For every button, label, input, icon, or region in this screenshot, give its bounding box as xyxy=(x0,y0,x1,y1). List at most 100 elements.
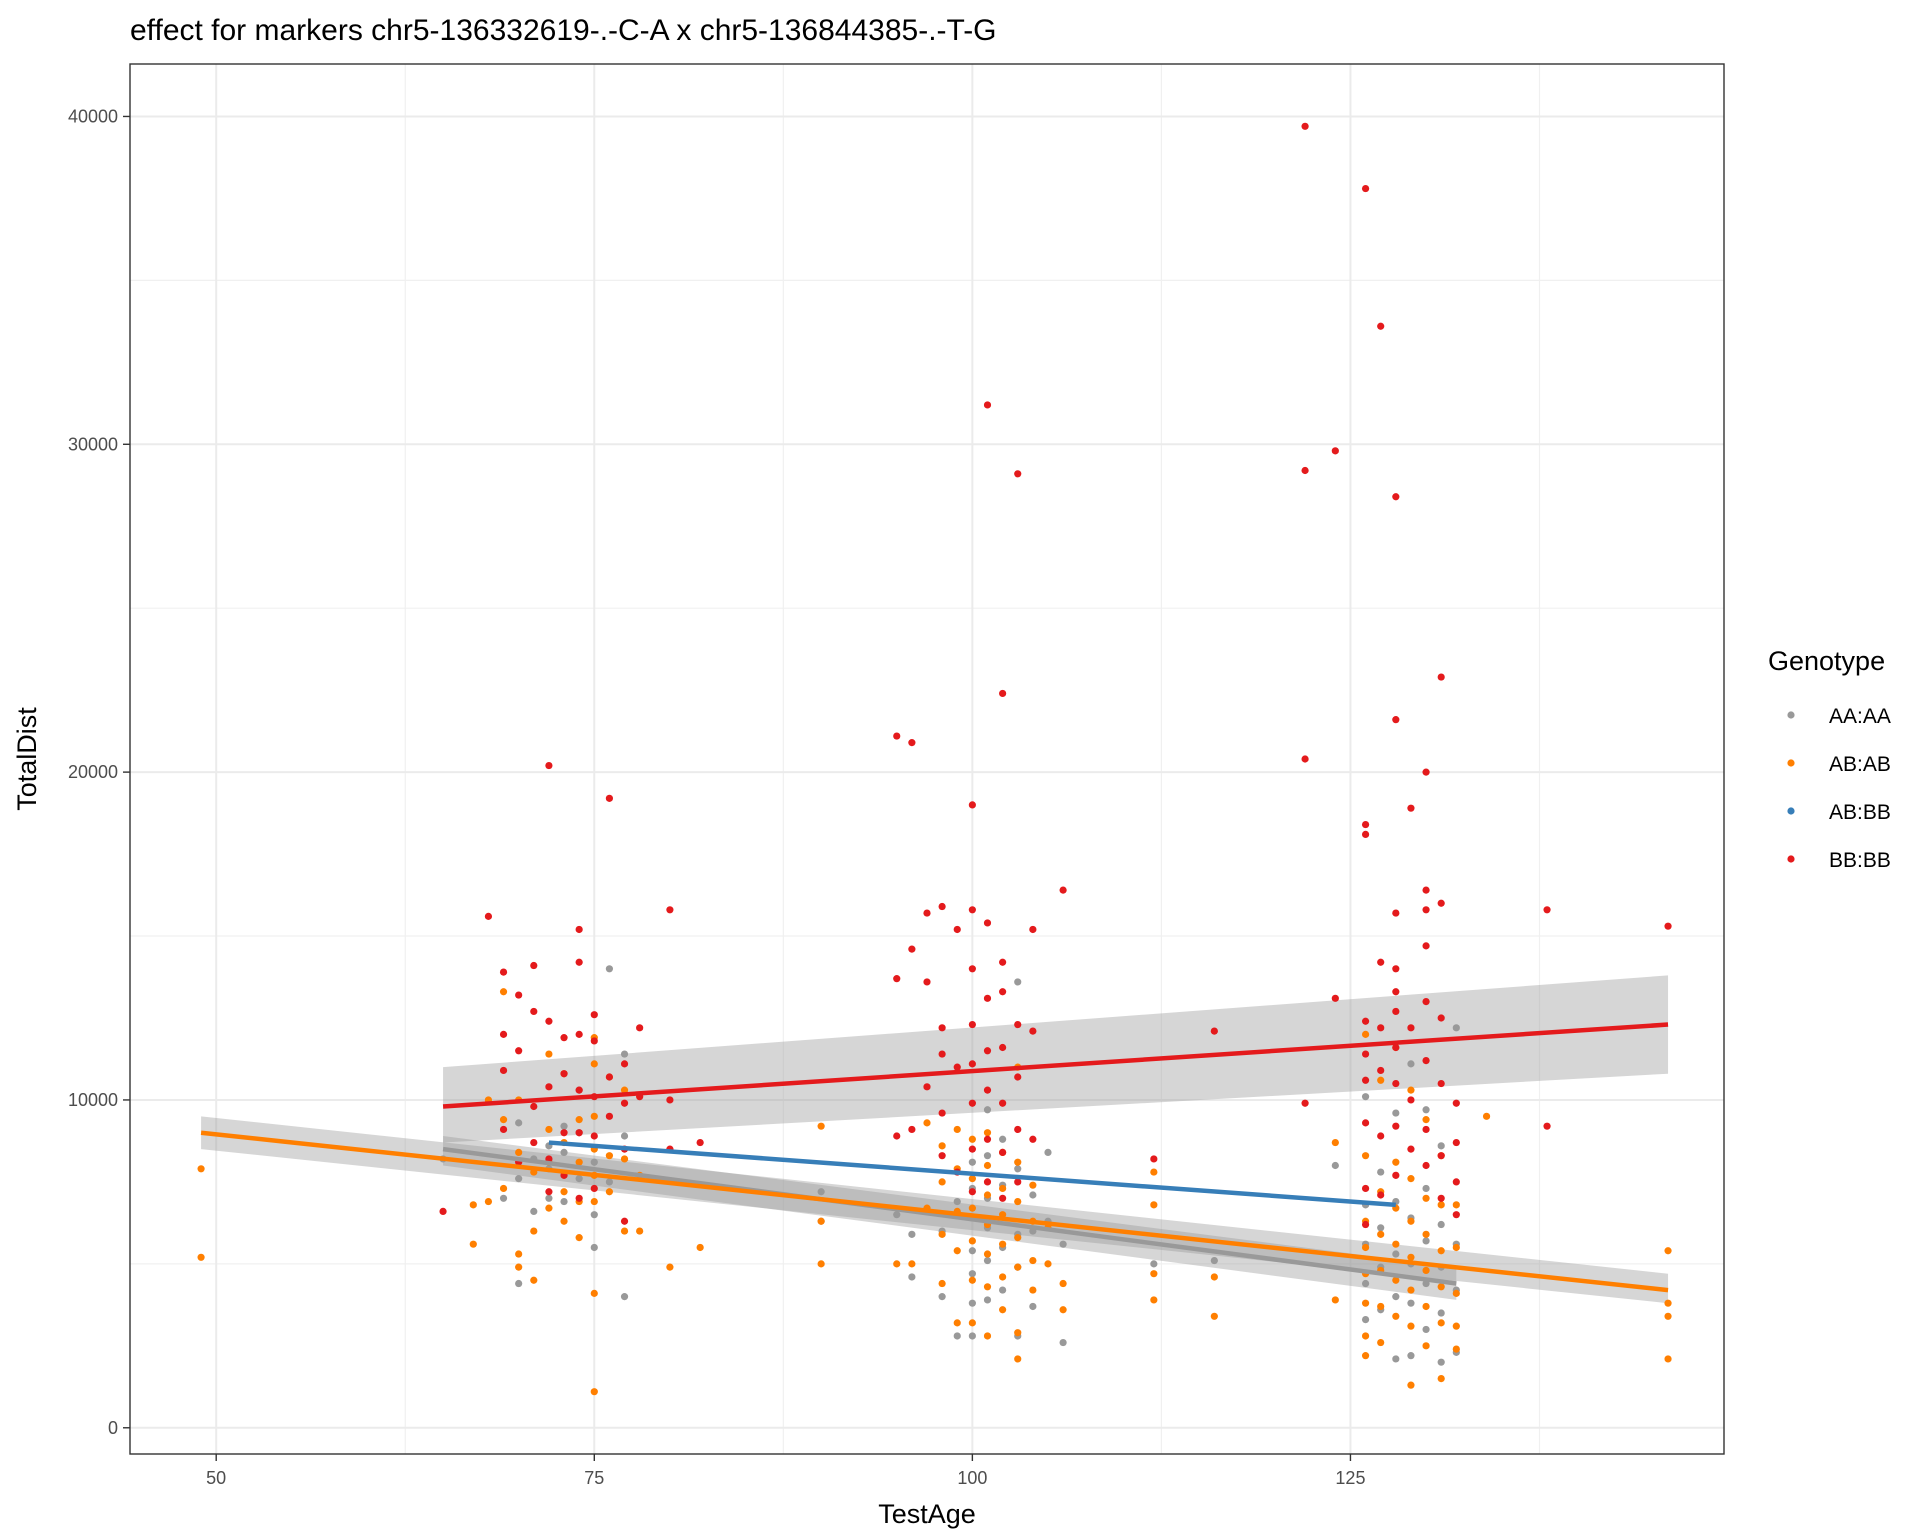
data-point xyxy=(545,1204,553,1212)
data-point xyxy=(575,1129,583,1137)
legend-key xyxy=(1787,711,1795,719)
data-point xyxy=(983,994,992,1002)
data-point xyxy=(983,1256,992,1265)
data-point xyxy=(515,991,523,999)
data-point xyxy=(560,1070,568,1078)
data-point xyxy=(968,1299,976,1307)
legend-title: Genotype xyxy=(1768,646,1885,676)
data-point xyxy=(1437,899,1445,907)
data-point xyxy=(1392,1122,1400,1130)
data-point xyxy=(1150,1201,1158,1209)
data-point xyxy=(1014,470,1022,478)
data-point xyxy=(1392,493,1400,501)
data-point xyxy=(1422,1302,1430,1311)
data-point xyxy=(1452,1138,1460,1147)
data-point xyxy=(1422,997,1430,1006)
data-point xyxy=(968,1158,976,1166)
data-point xyxy=(1044,1148,1052,1156)
data-point xyxy=(1331,447,1339,455)
data-point xyxy=(1361,830,1370,839)
data-point xyxy=(499,1194,508,1202)
data-point xyxy=(1392,988,1400,996)
data-point xyxy=(1407,1381,1415,1389)
data-point xyxy=(1361,1152,1370,1160)
x-tick-label: 125 xyxy=(1335,1468,1365,1488)
data-point xyxy=(1361,1352,1370,1360)
data-point xyxy=(605,965,614,973)
y-tick-label: 0 xyxy=(108,1418,118,1438)
data-point xyxy=(1407,1217,1415,1225)
data-point xyxy=(1361,1279,1370,1288)
data-point xyxy=(817,1122,825,1130)
data-point xyxy=(938,1152,946,1160)
data-point xyxy=(817,1217,825,1225)
data-point xyxy=(1422,1342,1430,1350)
data-point xyxy=(1377,1168,1385,1176)
data-point xyxy=(968,1135,976,1143)
data-point xyxy=(1422,1125,1430,1134)
data-point xyxy=(515,1119,523,1127)
data-point xyxy=(1014,1073,1022,1081)
data-point xyxy=(983,1152,992,1160)
data-point xyxy=(953,1332,961,1340)
data-point xyxy=(1422,1237,1430,1245)
data-point xyxy=(968,1247,976,1255)
data-point xyxy=(983,919,992,927)
data-point xyxy=(1437,1283,1445,1291)
data-point xyxy=(1452,1201,1460,1209)
data-point xyxy=(999,988,1007,996)
data-point xyxy=(983,1296,992,1304)
data-point xyxy=(575,1116,583,1124)
data-point xyxy=(1452,1178,1460,1186)
data-point xyxy=(1664,1299,1672,1307)
data-point xyxy=(999,958,1007,966)
data-point xyxy=(1422,1325,1430,1334)
data-point xyxy=(1331,994,1339,1002)
data-point xyxy=(938,1024,946,1032)
data-point xyxy=(1452,1243,1460,1252)
data-point xyxy=(1392,1293,1400,1301)
data-point xyxy=(1377,958,1385,966)
data-point xyxy=(1407,1322,1415,1330)
data-point xyxy=(545,1083,553,1091)
data-point xyxy=(484,912,493,920)
y-tick-label: 40000 xyxy=(68,106,118,126)
data-point xyxy=(1029,925,1037,934)
data-point xyxy=(620,1155,629,1163)
data-point xyxy=(1392,1007,1400,1016)
data-point xyxy=(1422,1184,1430,1193)
data-point xyxy=(1392,1079,1400,1088)
data-point xyxy=(1377,1302,1385,1311)
data-point xyxy=(560,1188,568,1196)
data-point xyxy=(1210,1027,1218,1035)
data-point xyxy=(1014,1125,1022,1134)
data-point xyxy=(499,1116,508,1124)
data-point xyxy=(469,1240,477,1248)
confidence-ribbon xyxy=(443,975,1669,1143)
data-point xyxy=(1392,1312,1400,1320)
plot-panel xyxy=(130,64,1724,1454)
data-point xyxy=(983,1129,992,1137)
data-point xyxy=(636,1227,644,1235)
data-point xyxy=(1361,1030,1370,1038)
data-point xyxy=(938,1178,946,1186)
data-point xyxy=(893,1211,901,1219)
legend-label: AA:AA xyxy=(1829,705,1891,728)
data-point xyxy=(636,1024,644,1032)
data-point xyxy=(1377,1230,1385,1238)
data-point xyxy=(1407,1060,1415,1068)
data-point xyxy=(1437,1079,1445,1088)
data-point xyxy=(968,906,976,914)
data-point xyxy=(590,1112,598,1120)
data-point xyxy=(1422,942,1430,950)
data-point xyxy=(1210,1256,1218,1265)
legend-key xyxy=(1787,855,1795,863)
data-point xyxy=(1361,1119,1370,1127)
data-point xyxy=(666,1096,674,1104)
data-point xyxy=(1407,1299,1415,1307)
data-point xyxy=(1392,1355,1400,1363)
data-point xyxy=(1422,886,1430,894)
data-point xyxy=(938,1050,946,1058)
data-point xyxy=(605,1152,614,1160)
plot-border xyxy=(129,63,1725,1455)
